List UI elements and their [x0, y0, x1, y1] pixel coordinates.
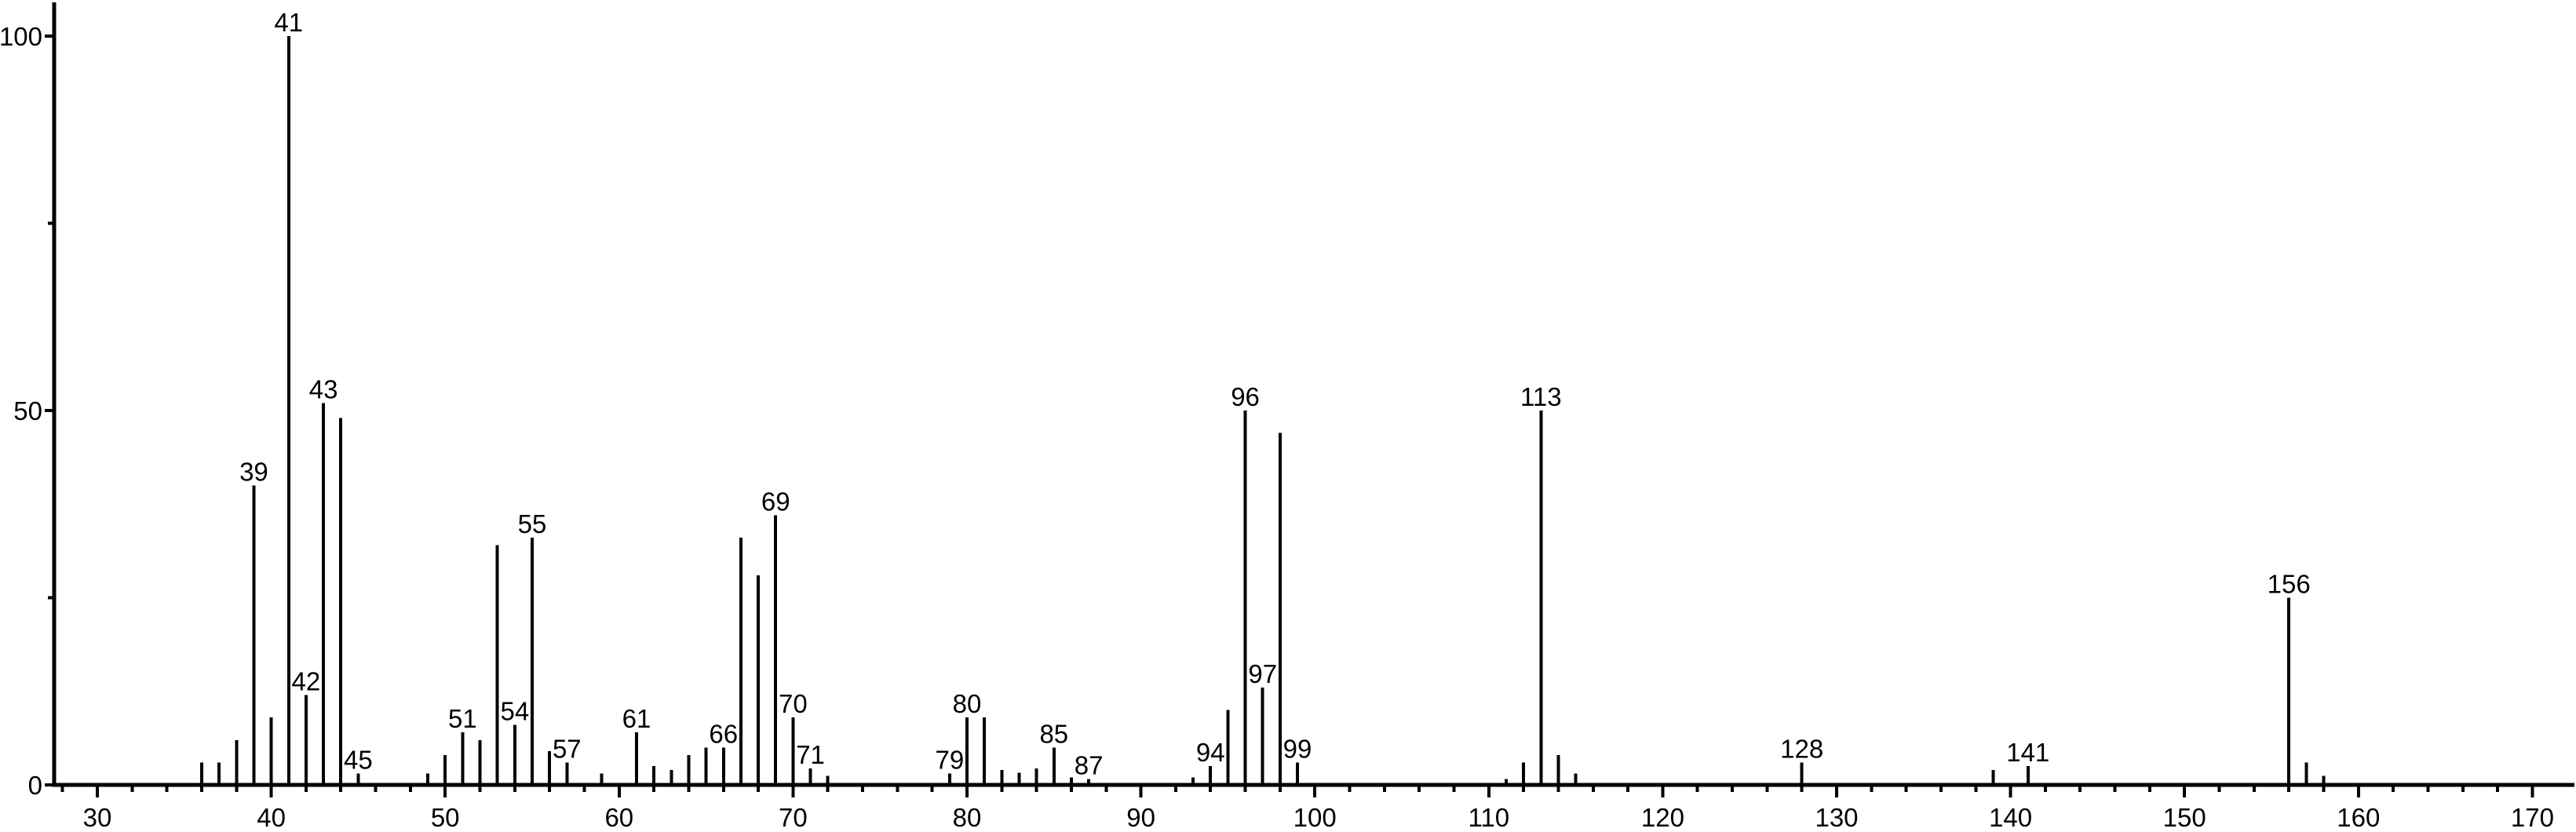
x-tick-label: 70: [779, 803, 808, 832]
x-tick-label: 140: [1989, 803, 2032, 832]
x-tick-label: 130: [1815, 803, 1858, 832]
peak-label-57: 57: [553, 734, 582, 763]
peak-label-51: 51: [448, 704, 477, 733]
peak-label-66: 66: [709, 719, 738, 748]
x-tick-label: 50: [431, 803, 460, 832]
peak-label-87: 87: [1075, 750, 1104, 779]
peak-label-97: 97: [1248, 659, 1277, 688]
x-tick-label: 80: [953, 803, 982, 832]
peaks-group: [199, 36, 2326, 785]
y-tick-label: 50: [13, 396, 42, 425]
x-ticks-group: 30 40 50 60 70 80 90 100 110 120 130 140 150 160 170: [60, 785, 2554, 832]
x-tick-label: 160: [2337, 803, 2380, 832]
peak-label-42: 42: [292, 667, 321, 696]
x-tick-label: 30: [83, 803, 112, 832]
peak-label-61: 61: [622, 704, 651, 733]
peak-label-99: 99: [1283, 734, 1312, 763]
peak-label-54: 54: [500, 697, 529, 726]
x-tick-label: 100: [1293, 803, 1337, 832]
peak-label-43: 43: [309, 374, 338, 403]
peak-label-39: 39: [239, 457, 268, 486]
peak-label-113: 113: [1520, 382, 1562, 411]
y-tick-label: 0: [28, 771, 42, 800]
peak-label-80: 80: [953, 689, 982, 718]
y-tick-label: 100: [0, 22, 42, 51]
x-tick-label: 120: [1641, 803, 1684, 832]
peak-label-71: 71: [796, 740, 825, 769]
peak-label-156: 156: [2268, 570, 2311, 599]
peak-label-128: 128: [1780, 734, 1823, 763]
peak-label-85: 85: [1039, 719, 1068, 748]
axes-group: [52, 2, 2574, 787]
peak-label-41: 41: [274, 8, 303, 37]
x-tick-label: 170: [2511, 803, 2554, 832]
peak-label-79: 79: [935, 746, 964, 775]
peak-label-69: 69: [761, 487, 790, 516]
peak-label-96: 96: [1231, 382, 1260, 411]
x-tick-label: 90: [1126, 803, 1155, 832]
x-tick-label: 60: [604, 803, 633, 832]
peak-label-70: 70: [779, 689, 808, 718]
peak-label-94: 94: [1196, 738, 1225, 767]
peak-label-55: 55: [518, 509, 547, 538]
x-tick-label: 40: [257, 803, 286, 832]
y-ticks-group: 0 50 100: [0, 22, 54, 800]
peak-label-141: 141: [2006, 738, 2049, 767]
peak-label-45: 45: [344, 746, 373, 775]
x-tick-label: 150: [2163, 803, 2206, 832]
x-tick-label: 110: [1468, 803, 1509, 832]
